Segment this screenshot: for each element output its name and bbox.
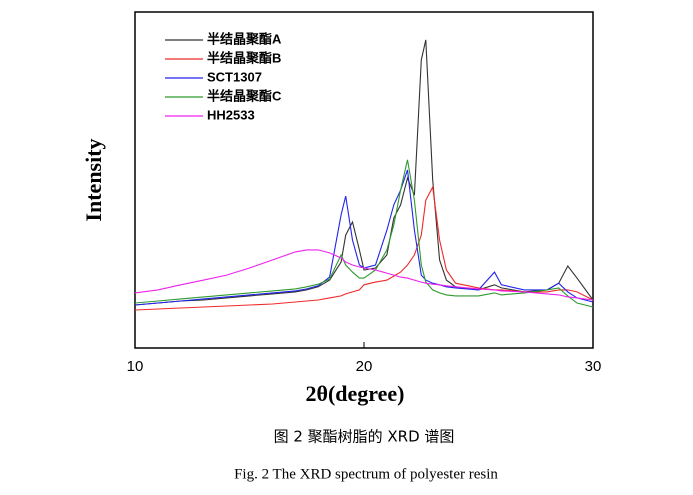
caption: 图 2 聚酯树脂的 XRD 谱图 — [274, 428, 455, 446]
series-line — [134, 185, 594, 311]
series-line — [134, 249, 594, 301]
legend-label: 半结晶聚酯B — [207, 50, 281, 65]
y-axis-label: Intensity — [81, 138, 106, 221]
series-line — [134, 169, 594, 306]
series-line — [134, 159, 594, 308]
legend-label: 半结晶聚酯C — [207, 88, 282, 103]
series-line — [134, 39, 594, 306]
x-tick-label: 20 — [356, 358, 373, 375]
plot-frame — [134, 11, 594, 349]
x-axis-label: 2θ(degree) — [305, 381, 404, 406]
x-tick-label: 30 — [585, 358, 602, 375]
x-tick-label: 10 — [127, 358, 144, 375]
legend-label: 半结晶聚酯A — [207, 31, 282, 46]
legend-label: SCT1307 — [207, 69, 262, 84]
legend-label: HH2533 — [207, 107, 255, 122]
caption-en: Fig. 2 The XRD spectrum of polyester res… — [234, 466, 498, 482]
